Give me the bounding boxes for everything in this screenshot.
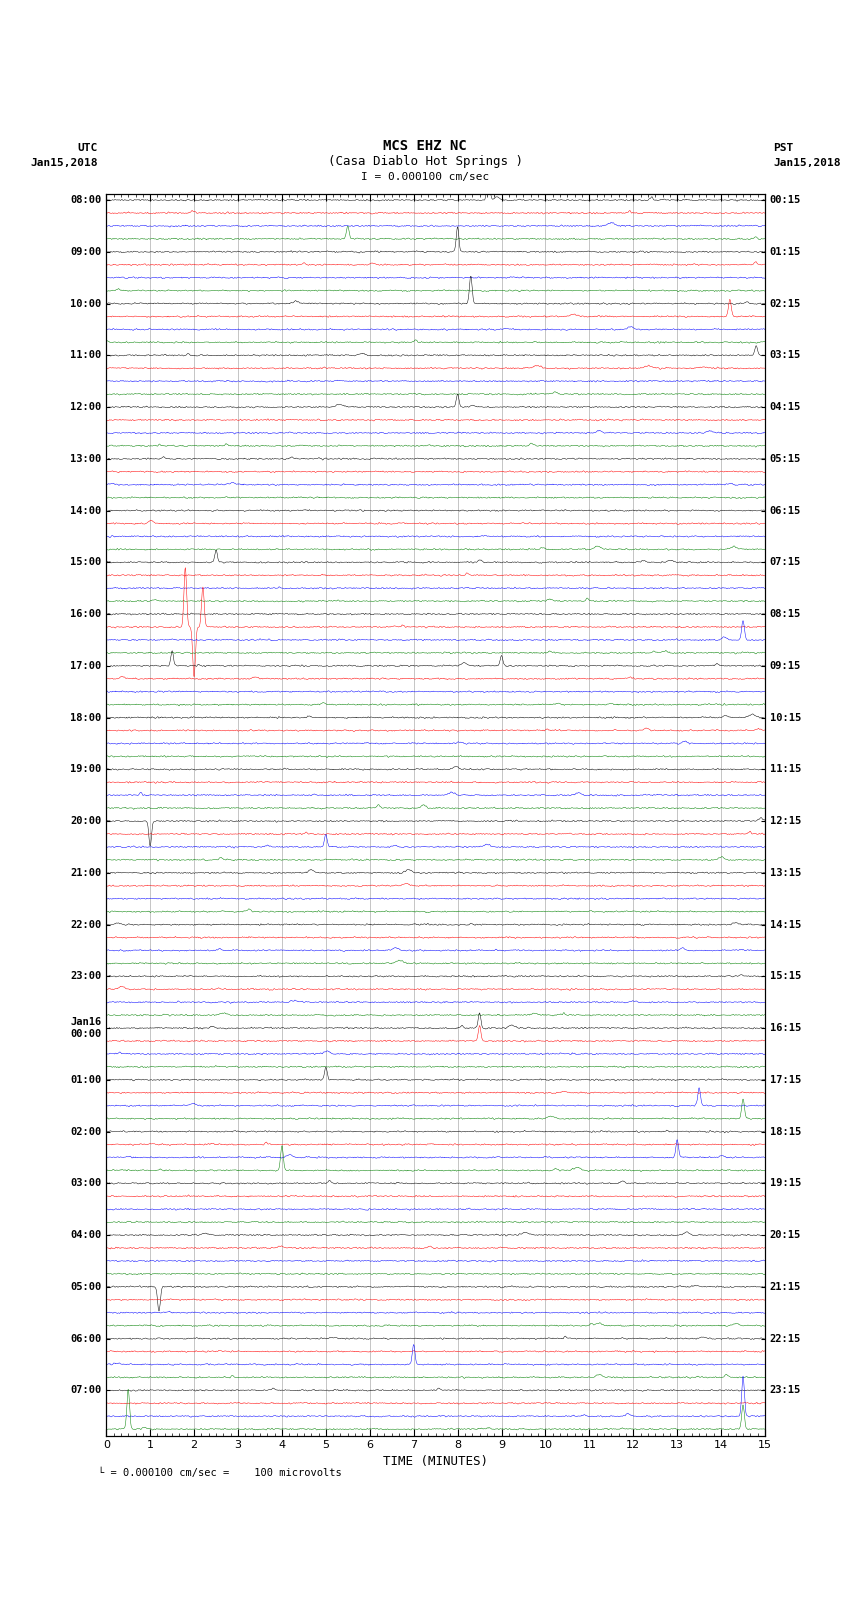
Text: └ = 0.000100 cm/sec =    100 microvolts: └ = 0.000100 cm/sec = 100 microvolts: [98, 1468, 342, 1478]
Text: I = 0.000100 cm/sec: I = 0.000100 cm/sec: [361, 173, 489, 182]
X-axis label: TIME (MINUTES): TIME (MINUTES): [383, 1455, 488, 1468]
Text: (Casa Diablo Hot Springs ): (Casa Diablo Hot Springs ): [327, 155, 523, 168]
Text: PST: PST: [774, 144, 794, 153]
Text: Jan15,2018: Jan15,2018: [31, 158, 98, 168]
Text: MCS EHZ NC: MCS EHZ NC: [383, 139, 467, 153]
Text: UTC: UTC: [77, 144, 98, 153]
Text: Jan15,2018: Jan15,2018: [774, 158, 841, 168]
